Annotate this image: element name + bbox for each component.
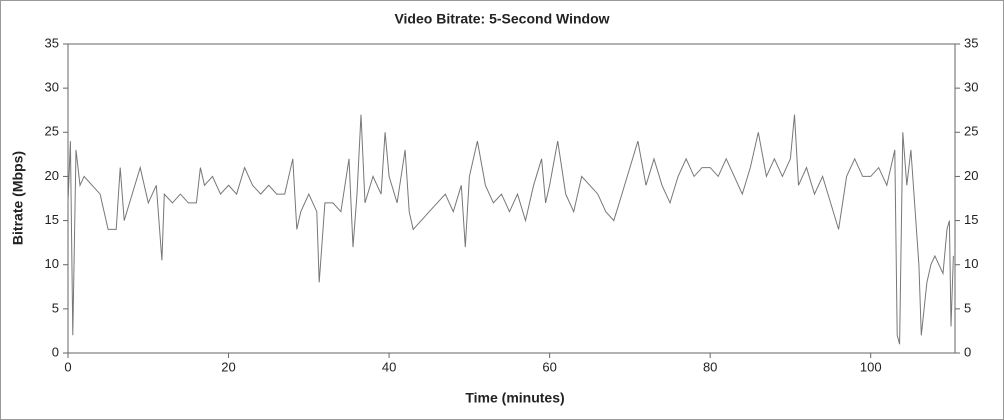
x-tick-label: 80	[703, 359, 717, 374]
chart-title: Video Bitrate: 5-Second Window	[394, 11, 609, 27]
y-tick-label: 35	[45, 35, 59, 50]
y-tick-label: 25	[45, 124, 59, 139]
y2-tick-label: 20	[964, 168, 978, 183]
y-tick-label: 20	[45, 168, 59, 183]
y2-tick-label: 25	[964, 124, 978, 139]
y2-tick-label: 35	[964, 35, 978, 50]
bitrate-line	[67, 114, 954, 345]
x-tick-label: 60	[542, 359, 556, 374]
y-axis-label: Bitrate (Mbps)	[10, 151, 26, 245]
x-tick-label: 40	[382, 359, 396, 374]
x-axis-label: Time (minutes)	[465, 390, 564, 406]
x-tick-label: 20	[221, 359, 235, 374]
y-tick-label: 15	[45, 212, 59, 227]
y-tick-label: 30	[45, 80, 59, 95]
y2-tick-label: 5	[964, 300, 971, 315]
y2-tick-label: 30	[964, 80, 978, 95]
y-tick-label: 0	[52, 344, 59, 359]
x-tick-label: 100	[860, 359, 882, 374]
x-tick-label: 0	[64, 359, 71, 374]
y-tick-label: 5	[52, 300, 59, 315]
y2-tick-label: 0	[964, 344, 971, 359]
y2-tick-label: 15	[964, 212, 978, 227]
y2-tick-label: 10	[964, 256, 978, 271]
y-tick-label: 10	[45, 256, 59, 271]
